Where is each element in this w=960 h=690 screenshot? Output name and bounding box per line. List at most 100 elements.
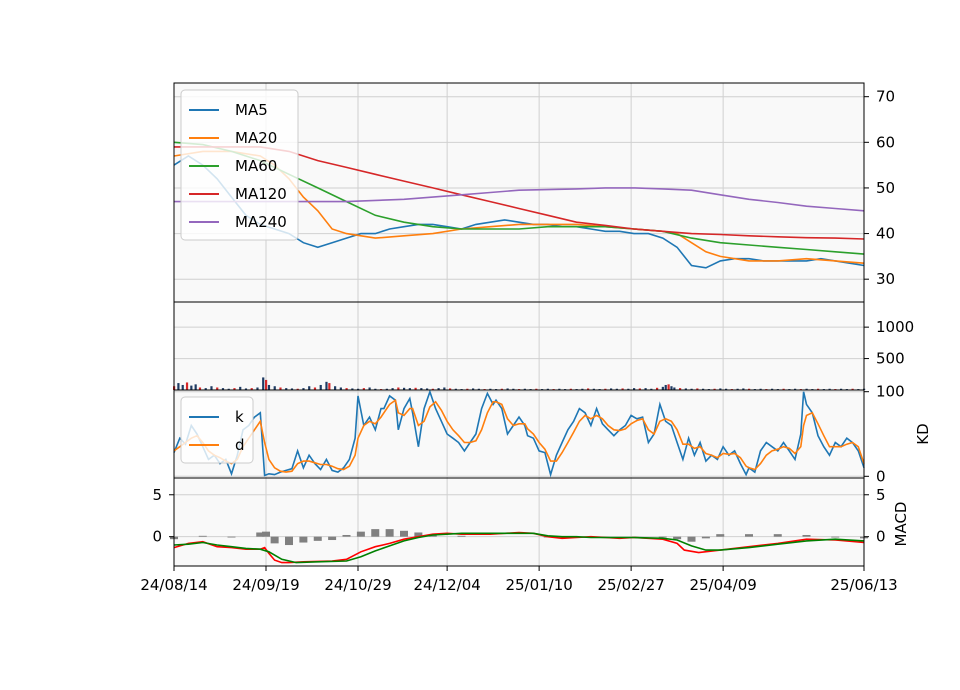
- volume-bar: [328, 383, 331, 390]
- volume-bar: [840, 388, 843, 390]
- volume-bar: [696, 388, 699, 390]
- macd-histogram-bar: [299, 536, 308, 543]
- volume-bar: [204, 388, 207, 390]
- macd-panel: [174, 478, 864, 566]
- macd-histogram-bar: [285, 536, 293, 546]
- volume-bar: [489, 388, 492, 390]
- volume-bar: [644, 388, 647, 390]
- volume-bar: [817, 388, 820, 390]
- volume-bar: [748, 388, 751, 390]
- volume-bar: [454, 388, 457, 390]
- y-tick-label: 60: [876, 133, 895, 151]
- series-line-ma240: [174, 187, 865, 212]
- series-line-d: [173, 398, 865, 473]
- macd-histogram-bar: [198, 535, 207, 537]
- series-line-ma120: [174, 146, 865, 240]
- y-tick-label: 50: [876, 179, 895, 197]
- volume-bar: [633, 388, 636, 390]
- volume-bar: [177, 383, 180, 390]
- y-tick-label: 70: [876, 88, 895, 106]
- volume-bar: [449, 388, 452, 390]
- volume-bar: [334, 386, 337, 390]
- volume-bar: [670, 386, 673, 390]
- macd-histogram-bar: [400, 530, 408, 537]
- macd-histogram-bar: [457, 535, 466, 537]
- volume-bar: [512, 388, 515, 390]
- volume-bar: [273, 386, 276, 390]
- volume-bar: [535, 388, 538, 390]
- volume-bar: [185, 382, 189, 390]
- volume-bar: [319, 384, 322, 390]
- y-tick-label: 30: [876, 270, 895, 288]
- volume-bar: [443, 387, 446, 390]
- volume-bar: [325, 381, 328, 390]
- volume-bar: [420, 388, 423, 390]
- legend-box: kd: [180, 396, 254, 464]
- macd-axis-label: MACD: [892, 502, 910, 547]
- volume-bar: [216, 387, 219, 390]
- volume-bar: [267, 384, 271, 390]
- volume-bar: [667, 384, 670, 390]
- volume-bar: [233, 388, 236, 390]
- volume-bar: [690, 388, 693, 390]
- kd-panel: [174, 390, 864, 478]
- volume-bar: [426, 388, 429, 390]
- macd-histogram-bar: [687, 536, 696, 542]
- volume-bar: [500, 388, 503, 390]
- x-tick-label: 25/04/09: [689, 576, 756, 594]
- macd-histogram-bar: [328, 536, 337, 541]
- volume-bar: [581, 388, 584, 390]
- volume-bar: [725, 388, 728, 390]
- legend-label: MA5: [235, 101, 268, 119]
- volume-bar: [719, 388, 722, 390]
- y-tick-label: 0: [152, 528, 162, 546]
- volume-bar: [627, 388, 630, 390]
- legends: MA5 MA20 MA60 MA120 MA240 kd: [180, 89, 299, 464]
- volume-bar: [221, 388, 225, 390]
- volume-bar: [782, 388, 785, 390]
- volume-bar: [296, 388, 299, 390]
- volume-bar: [279, 387, 282, 390]
- macd-histogram-bar: [414, 532, 423, 537]
- volume-bar: [506, 388, 509, 390]
- legend-label: MA240: [235, 213, 287, 231]
- volume-bar: [615, 388, 618, 390]
- macd-histogram-bar: [673, 536, 682, 540]
- volume-bar: [351, 388, 354, 390]
- y-tick-label: 500: [876, 350, 905, 368]
- macd-histogram-bar: [342, 534, 351, 537]
- legend-label: d: [235, 436, 245, 454]
- y-tick-label: 5: [152, 486, 162, 504]
- volume-bar: [302, 388, 305, 390]
- volume-bar: [368, 387, 371, 390]
- y-tick-label: 40: [876, 225, 895, 243]
- y-tick-label: 0: [876, 467, 886, 485]
- volume-bar: [664, 384, 667, 390]
- volume-bar: [357, 388, 360, 390]
- volume-bar: [679, 388, 682, 390]
- macd-histogram-bar: [356, 531, 365, 537]
- volume-bar: [592, 388, 595, 390]
- legend-label: MA20: [235, 129, 277, 147]
- volume-panel: [174, 302, 864, 390]
- volume-bar: [477, 388, 480, 390]
- volume-bar: [194, 384, 197, 390]
- volume-bar: [604, 388, 607, 390]
- legend-label: MA60: [235, 157, 277, 175]
- macd-line-macd: [173, 532, 865, 564]
- x-tick-label: 25/02/27: [597, 576, 664, 594]
- macd-histogram-bar: [262, 531, 270, 537]
- macd-histogram-bar: [385, 529, 394, 537]
- volume-bar: [759, 388, 762, 390]
- x-tick-label: 25/01/10: [505, 576, 572, 594]
- volume-bar: [742, 388, 745, 390]
- volume-bar: [673, 387, 676, 390]
- macd-histogram-bar: [745, 534, 753, 537]
- legend-label: k: [235, 408, 244, 426]
- chart-marks: [170, 141, 868, 564]
- volume-bar: [414, 387, 417, 390]
- volume-bar: [391, 388, 394, 390]
- volume-bar: [227, 388, 230, 390]
- volume-bar: [345, 388, 348, 390]
- x-tick-label: 24/09/19: [232, 576, 299, 594]
